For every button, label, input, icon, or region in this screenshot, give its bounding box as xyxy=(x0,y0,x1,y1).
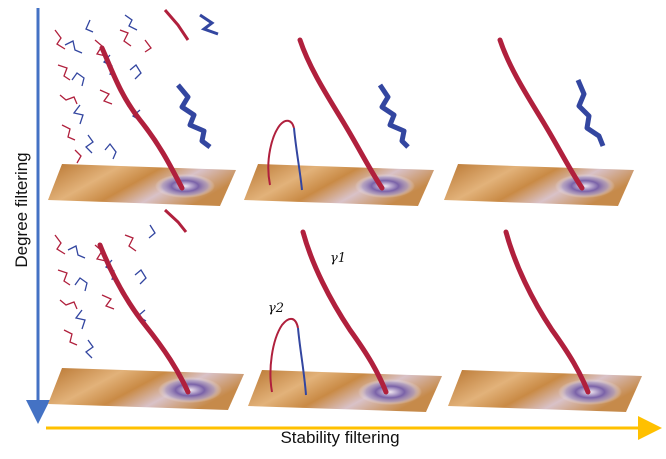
blue-loop-curve xyxy=(293,127,303,191)
panel-row2-col1 xyxy=(48,208,244,410)
vortex-region xyxy=(158,377,222,403)
panel-row1-col2 xyxy=(244,37,434,206)
panel-row1-col3 xyxy=(444,37,634,206)
red-curve xyxy=(497,37,585,191)
red-curve xyxy=(99,45,185,191)
red-curve-top xyxy=(163,9,190,41)
degree-filtering-label: Degree filtering xyxy=(12,152,31,268)
vortex-region xyxy=(155,174,215,198)
vortex-region xyxy=(555,174,615,198)
red-curve xyxy=(97,242,191,395)
blue-curve-top xyxy=(199,13,219,36)
gamma2-label: γ2 xyxy=(268,301,284,316)
noise-curves xyxy=(54,224,156,359)
gamma1-label: γ1 xyxy=(330,251,346,266)
stability-filtering-label: Stability filtering xyxy=(280,428,400,447)
red-loop-curve xyxy=(267,119,295,186)
blue-loop-curve xyxy=(297,327,307,396)
red-curve xyxy=(300,229,389,395)
noise-curves xyxy=(54,14,152,164)
panel-row2-col2: γ1 γ2 xyxy=(248,229,442,412)
panel-row1-col1 xyxy=(48,9,236,206)
blue-curve xyxy=(176,83,212,149)
blue-curve xyxy=(575,79,606,147)
blue-curve xyxy=(377,83,410,149)
vortex-region xyxy=(358,379,422,405)
vortex-region xyxy=(355,174,415,198)
red-loop-curve xyxy=(269,317,299,393)
red-curve-top xyxy=(163,208,188,233)
panel-row2-col3 xyxy=(448,229,642,412)
red-curve xyxy=(503,229,591,395)
red-curve xyxy=(297,37,385,191)
